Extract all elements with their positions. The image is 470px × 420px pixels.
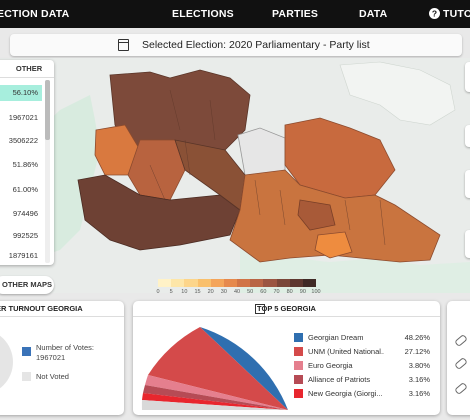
list-item[interactable]: 56.10% (0, 85, 42, 101)
selected-election-label: Selected Election: (142, 39, 227, 51)
legend-tick-label: 40 (233, 289, 241, 295)
legend-color-segment (263, 279, 277, 287)
legend-tick-label: 15 (194, 289, 201, 295)
side-panel-scrollbar[interactable] (45, 80, 50, 263)
svg-text:?: ? (432, 9, 437, 19)
legend-tick-label: 50 (247, 289, 254, 295)
legend-color-segment (250, 279, 264, 287)
legend-tick-label: 80 (286, 289, 293, 295)
selected-election-text: Selected Election: 2020 Parliamentary - … (142, 39, 370, 51)
turnout-pie[interactable] (0, 327, 15, 397)
nav-data[interactable]: DATA (359, 8, 388, 20)
list-item[interactable]: 1967021 (8, 113, 38, 122)
legend-color-segment (237, 279, 251, 287)
legend-swatch (294, 333, 303, 342)
results-side-panel[interactable]: OTHER 56.10% 1967021 3506222 51.86% 61.0… (0, 60, 54, 265)
list-item[interactable]: 974496 (12, 209, 38, 218)
voted-value: 1967021 (36, 353, 66, 362)
question-circle-icon[interactable]: ? (429, 8, 440, 19)
right-control-3[interactable] (465, 170, 470, 198)
list-item[interactable]: 3506222 (8, 136, 38, 145)
nav-elections[interactable]: ELECTIONS (172, 8, 234, 20)
pie-slice-unm[interactable] (148, 327, 288, 410)
legend-swatch (294, 361, 303, 370)
turnout-card-title: ER TURNOUT GEORGIA (0, 301, 124, 317)
legend-color-segment (276, 279, 291, 287)
pie-slice-euro-georgia[interactable] (145, 375, 288, 410)
legend-color-segment (158, 279, 172, 287)
legend-color-segment (197, 279, 212, 287)
brand-title[interactable]: ECTION DATA (0, 8, 70, 20)
top5-card-title: TOP 5 GEORGIA (133, 301, 440, 317)
legend-color-segment (171, 279, 185, 287)
turnout-not-voted-slice[interactable] (0, 329, 13, 395)
party-name: Euro Georgia (308, 361, 353, 370)
choropleth-map[interactable] (0, 58, 470, 293)
party-name: Alliance of Patriots (308, 375, 371, 384)
pie-slice-new-georgia[interactable] (142, 393, 288, 410)
party-percent: 27.12% (404, 347, 430, 356)
legend-swatch (22, 347, 31, 356)
selected-election-value: 2020 Parliamentary - Party list (228, 39, 370, 51)
map-legend-scale: 0 5 10 15 20 30 40 50 60 70 80 90 100 (156, 279, 321, 295)
top5-pie[interactable] (140, 320, 290, 410)
nav-tutorial[interactable]: TUTO (443, 8, 470, 20)
legend-tick-label: 90 (299, 289, 306, 295)
legend-color-segment (184, 279, 198, 287)
party-percent: 48.26% (404, 333, 430, 342)
party-name: Georgian Dream (308, 333, 364, 342)
legend-color-segment (223, 279, 238, 287)
list-item[interactable]: 992525 (12, 231, 38, 240)
side-panel-header: OTHER (0, 60, 54, 78)
scrollbar-thumb[interactable] (45, 80, 50, 140)
list-item[interactable]: 51.86% (12, 160, 38, 169)
legend-tick-label: 60 (260, 289, 267, 295)
legend-tick-label: 10 (181, 289, 188, 295)
legend-tick-label: 0 (156, 289, 160, 295)
party-name: New Georgia (Giorgi... (308, 389, 383, 398)
calendar-icon (118, 39, 129, 51)
expand-icon[interactable] (255, 304, 265, 314)
legend-tick-label: 70 (273, 289, 280, 295)
pie-slice-alliance-of-patriots[interactable] (143, 385, 288, 410)
right-control-1[interactable] (465, 62, 470, 92)
party-name: UNM (United National... (308, 347, 384, 356)
party-percent: 3.80% (408, 361, 430, 370)
legend-tick-label: 20 (207, 289, 214, 295)
list-item[interactable]: 61.00% (12, 185, 38, 194)
turnout-card: ER TURNOUT GEORGIA (0, 301, 124, 415)
legend-color-segment (210, 279, 225, 287)
selected-election-bar[interactable]: Selected Election: 2020 Parliamentary - … (10, 34, 462, 56)
legend-swatch (294, 347, 303, 356)
legend-swatch (22, 372, 31, 381)
pie-slice-other[interactable] (141, 400, 288, 410)
voted-label: Number of Votes: (36, 343, 94, 352)
nav-parties[interactable]: PARTIES (272, 8, 319, 20)
legend-color-segment (302, 279, 317, 287)
links-card (447, 301, 470, 415)
not-voted-label: Not Voted (36, 372, 69, 381)
party-percent: 3.16% (408, 389, 430, 398)
legend-tick-label: 100 (311, 289, 321, 295)
legend-tick-label: 5 (169, 289, 173, 295)
list-item[interactable]: 1879161 (8, 251, 38, 260)
legend-color-segment (289, 279, 304, 287)
legend-tick-label: 30 (220, 289, 227, 295)
right-control-4[interactable] (465, 230, 470, 258)
top-nav: ECTION DATA ELECTIONS PARTIES DATA ? TUT… (0, 0, 470, 28)
party-percent: 3.16% (408, 375, 430, 384)
legend-swatch (294, 375, 303, 384)
other-maps-button[interactable]: OTHER MAPS (0, 276, 54, 294)
legend-swatch (294, 389, 303, 398)
right-control-2[interactable] (465, 125, 470, 147)
